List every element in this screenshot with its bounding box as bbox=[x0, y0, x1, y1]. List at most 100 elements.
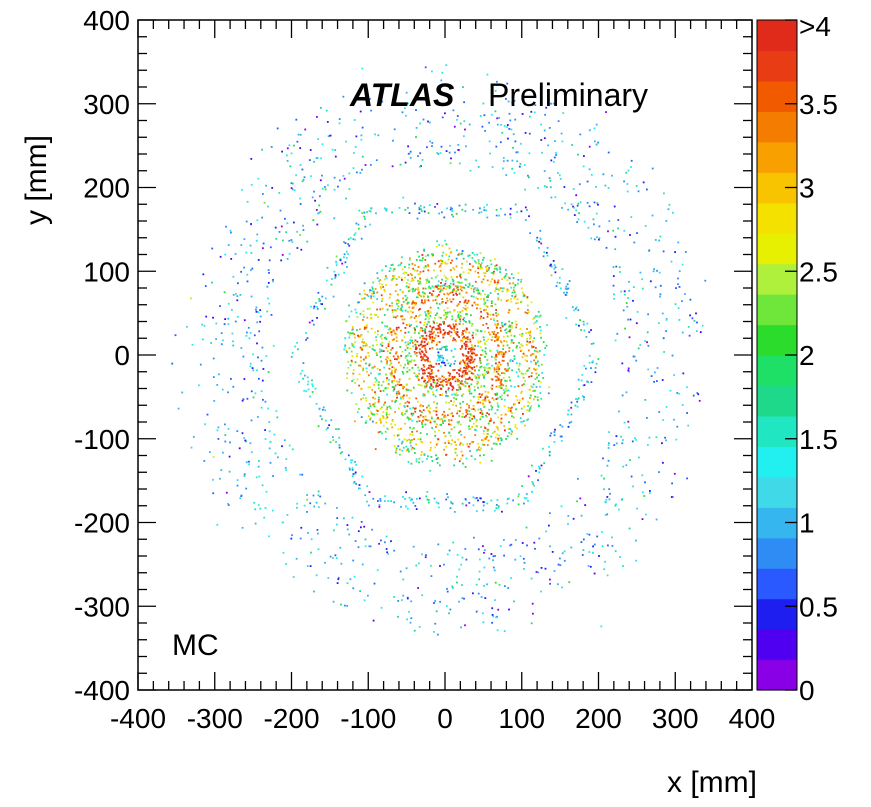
hit-point bbox=[290, 537, 293, 540]
hit-point bbox=[677, 283, 679, 286]
hit-point bbox=[681, 404, 684, 406]
hit-point bbox=[508, 128, 511, 130]
hit-point bbox=[404, 422, 406, 425]
hit-point bbox=[351, 516, 354, 519]
hit-point bbox=[478, 292, 481, 295]
hit-point bbox=[428, 121, 431, 124]
hit-point bbox=[411, 433, 414, 436]
hit-point bbox=[455, 444, 457, 446]
hit-point bbox=[465, 382, 467, 385]
hit-point bbox=[496, 377, 499, 380]
hit-point bbox=[291, 241, 294, 243]
hit-point bbox=[409, 426, 411, 429]
hit-point bbox=[506, 498, 509, 501]
hit-point bbox=[536, 351, 539, 353]
hit-point bbox=[471, 347, 474, 350]
hit-point bbox=[469, 427, 472, 430]
hit-point bbox=[384, 208, 387, 211]
hit-point bbox=[453, 309, 456, 311]
hit-point bbox=[206, 413, 209, 416]
hit-point bbox=[406, 597, 409, 600]
hit-point bbox=[476, 382, 479, 385]
hit-point bbox=[368, 545, 371, 548]
hit-point bbox=[359, 590, 361, 592]
hit-point bbox=[361, 126, 364, 129]
hit-point bbox=[407, 448, 409, 450]
hit-point bbox=[346, 389, 349, 392]
hit-point bbox=[220, 332, 223, 335]
hit-point bbox=[497, 373, 500, 375]
hit-point bbox=[479, 401, 482, 404]
hit-point bbox=[481, 412, 484, 415]
hit-point bbox=[276, 127, 279, 130]
hit-point bbox=[415, 302, 417, 305]
hit-point bbox=[539, 385, 541, 388]
hit-point bbox=[495, 362, 497, 365]
hit-point bbox=[395, 333, 398, 336]
hit-point bbox=[515, 371, 518, 374]
hit-point bbox=[488, 413, 490, 416]
hit-point bbox=[671, 354, 674, 357]
hit-point bbox=[498, 266, 501, 269]
hit-point bbox=[438, 377, 441, 380]
hit-point bbox=[488, 283, 491, 286]
hit-point bbox=[385, 284, 387, 286]
hit-point bbox=[430, 446, 432, 449]
hit-point bbox=[478, 211, 481, 214]
hit-point bbox=[494, 599, 496, 601]
hit-point bbox=[445, 316, 448, 318]
hit-point bbox=[369, 223, 372, 226]
hit-point bbox=[554, 271, 557, 274]
hit-point bbox=[521, 356, 524, 359]
hit-point bbox=[431, 285, 434, 288]
hit-point bbox=[421, 421, 423, 424]
hit-point bbox=[417, 292, 419, 295]
hit-point bbox=[553, 264, 556, 266]
hit-point bbox=[425, 313, 427, 316]
hit-point bbox=[391, 165, 394, 168]
hit-point bbox=[508, 367, 511, 370]
hit-point bbox=[348, 333, 351, 336]
hit-point bbox=[364, 397, 367, 399]
hit-point bbox=[551, 551, 554, 553]
hit-point bbox=[382, 389, 385, 392]
hit-point bbox=[385, 303, 388, 306]
hit-point bbox=[500, 437, 503, 440]
hit-point bbox=[282, 239, 284, 242]
hit-point bbox=[454, 360, 457, 362]
hit-point bbox=[461, 353, 464, 356]
hit-point bbox=[261, 346, 264, 349]
hit-point bbox=[338, 446, 341, 449]
hit-point bbox=[358, 384, 360, 387]
hit-point bbox=[568, 421, 571, 424]
hit-point bbox=[312, 323, 315, 326]
hit-point bbox=[477, 166, 480, 168]
hit-point bbox=[547, 144, 550, 147]
hit-point bbox=[468, 385, 471, 388]
hit-point bbox=[355, 222, 358, 225]
hit-point bbox=[295, 174, 297, 177]
hit-point bbox=[255, 476, 258, 479]
hit-point bbox=[472, 395, 475, 398]
hit-point bbox=[494, 581, 497, 584]
hit-point bbox=[492, 566, 495, 569]
hit-point bbox=[499, 287, 502, 290]
hit-point bbox=[405, 324, 408, 326]
hit-point bbox=[443, 563, 445, 566]
hit-point bbox=[503, 405, 506, 408]
hit-point bbox=[433, 330, 435, 333]
hit-point bbox=[368, 210, 371, 212]
hit-point bbox=[418, 420, 421, 422]
hit-point bbox=[495, 309, 497, 311]
hit-point bbox=[651, 214, 654, 217]
hit-point bbox=[371, 366, 374, 369]
hit-point bbox=[409, 151, 412, 154]
hit-point bbox=[339, 179, 341, 182]
hit-point bbox=[443, 309, 446, 312]
hit-point bbox=[500, 398, 503, 401]
hit-point bbox=[407, 418, 410, 421]
hit-point bbox=[471, 357, 473, 360]
hit-point bbox=[451, 388, 454, 391]
hit-point bbox=[224, 253, 227, 256]
hit-point bbox=[438, 341, 441, 343]
